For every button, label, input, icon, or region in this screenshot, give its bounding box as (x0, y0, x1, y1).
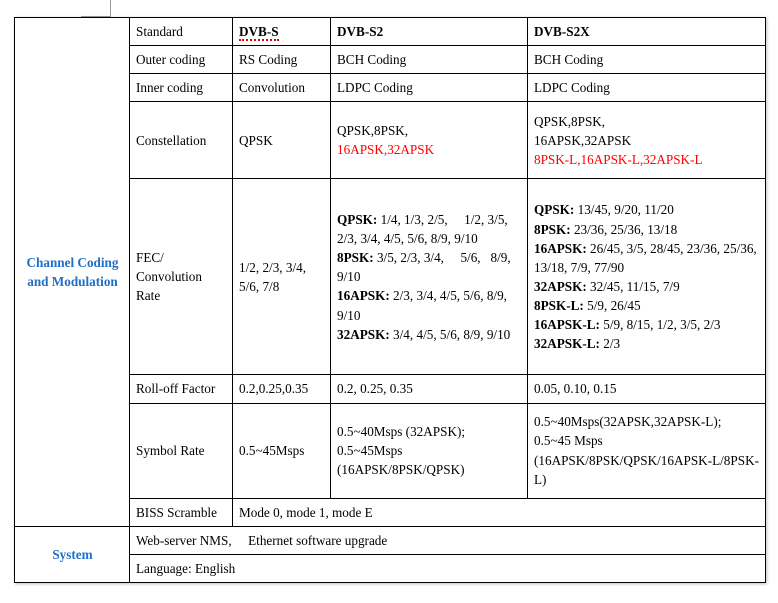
symbol-rate-dvbs2x-line-2: 0.5~45 Msps (534, 433, 603, 449)
cell-label-outer-coding: Outer coding (129, 45, 233, 75)
symbol-rate-dvbs2-line-3: (16APSK/8PSK/QPSK) (337, 462, 465, 478)
cell-outer-coding-dvbs2: BCH Coding (330, 45, 528, 75)
fec-dvbs2-rates-3: 2/3, 3/4, 4/5, 5/6, 8/9, 9/10 (337, 288, 507, 323)
fec-dvbs2-line-1: QPSK: 1/4, 1/3, 2/5, 1/2, 3/5, 2/3, 3/4,… (337, 210, 522, 248)
fec-dvbs2x-rates-7: 2/3 (603, 336, 621, 352)
constellation-dvbs2-line-2: 16APSK,32APSK (337, 142, 435, 158)
table-row-biss: BISS Scramble Mode 0, mode 1, mode E (15, 497, 766, 527)
fec-dvbs2x-rates-6: 5/9, 8/15, 1/2, 3/5, 2/3 (603, 317, 721, 333)
section-label-line-2: and Modulation (27, 273, 118, 289)
cell-label-symbol-rate: Symbol Rate (129, 402, 233, 499)
constellation-dvbs2x-line-3: 8PSK-L,16APSK-L,32APSK-L (534, 151, 703, 167)
table-row-system-language: Language: English (15, 553, 766, 583)
cell-label-biss: BISS Scramble (129, 497, 233, 527)
cell-inner-coding-dvbs: Convolution (232, 73, 331, 103)
cell-fec-rate-dvbs2x: QPSK: 13/45, 9/20, 11/20 8PSK: 23/36, 25/… (527, 178, 766, 376)
table-row-system-nms: System Web-server NMS, Ethernet software… (14, 525, 766, 583)
symbol-rate-dvbs2x-line-3: (16APSK/8PSK/QPSK/16APSK-L/8PSK-L) (534, 452, 759, 487)
table-row-standard: Channel Coding and Modulation Standard D… (14, 16, 766, 527)
cell-label-inner-coding: Inner coding (129, 73, 233, 103)
cell-outer-coding-dvbs: RS Coding (232, 45, 331, 75)
fec-dvbs2x-modulation-3: 16APSK: (534, 240, 591, 256)
table-row-symbol-rate: Symbol Rate 0.5~45Msps 0.5~40Msps (32APS… (15, 402, 766, 499)
section-label-channel-coding: Channel Coding and Modulation (14, 17, 130, 527)
column-header-dvbs2x: DVB-S2X (527, 16, 766, 47)
constellation-dvbs2x-line-2: 16APSK,32APSK (534, 132, 632, 148)
fec-dvbs2x-rates-3: 26/45, 3/5, 28/45, 23/36, 25/36, 13/18, … (534, 240, 757, 275)
cell-param-standard: Standard (129, 16, 233, 47)
section-label-line-1: Channel Coding (26, 254, 119, 270)
cell-outer-coding-dvbs2x: BCH Coding (527, 45, 766, 75)
fec-dvbs2x-line-1: QPSK: 13/45, 9/20, 11/20 (534, 200, 760, 219)
fec-dvbs2x-modulation-1: QPSK: (534, 202, 578, 218)
fec-dvbs2-modulation-4: 32APSK: (337, 326, 394, 342)
fec-dvbs2-modulation-1: QPSK: (337, 211, 381, 227)
specification-table: Channel Coding and Modulation Standard D… (14, 16, 766, 583)
fec-dvbs2x-modulation-6: 16APSK-L: (534, 317, 604, 333)
cell-symbol-rate-dvbs2: 0.5~40Msps (32APSK); 0.5~45Msps (16APSK/… (330, 402, 528, 499)
cell-inner-coding-dvbs2: LDPC Coding (330, 73, 528, 103)
column-header-dvbs: DVB-S (232, 16, 331, 47)
fec-dvbs2-rates-1: 1/4, 1/3, 2/5, 1/2, 3/5, 2/3, 3/4, 4/5, … (337, 211, 508, 247)
cell-label-roll-off: Roll-off Factor (129, 374, 233, 404)
cell-biss-value: Mode 0, mode 1, mode E (232, 497, 766, 527)
table-row-roll-off: Roll-off Factor 0.2,0.25,0.35 0.2, 0.25,… (15, 374, 766, 404)
fec-dvbs2x-line-3: 16APSK: 26/45, 3/5, 28/45, 23/36, 25/36,… (534, 239, 760, 277)
constellation-dvbs2-line-1: QPSK,8PSK, (337, 123, 409, 139)
cell-roll-off-dvbs2x: 0.05, 0.10, 0.15 (527, 374, 766, 404)
cell-constellation-dvbs: QPSK (232, 101, 331, 180)
cell-system-language: Language: English (129, 553, 766, 583)
fec-dvbs2x-line-6: 16APSK-L: 5/9, 8/15, 1/2, 3/5, 2/3 (534, 315, 760, 334)
column-header-dvbs2: DVB-S2 (330, 16, 528, 47)
spec-table-container: Channel Coding and Modulation Standard D… (14, 16, 766, 583)
fec-label-line-2: Convolution (136, 269, 202, 285)
fec-dvbs2x-modulation-7: 32APSK-L: (534, 336, 604, 352)
section-label-system: System (14, 525, 130, 583)
fec-dvbs2-line-3: 16APSK: 2/3, 3/4, 4/5, 5/6, 8/9, 9/10 (337, 286, 522, 324)
fec-dvbs2x-line-5: 8PSK-L: 5/9, 26/45 (534, 296, 760, 315)
symbol-rate-dvbs2-line-2: 0.5~45Msps (337, 442, 403, 458)
cell-roll-off-dvbs: 0.2,0.25,0.35 (232, 374, 331, 404)
cell-roll-off-dvbs2: 0.2, 0.25, 0.35 (330, 374, 528, 404)
symbol-rate-dvbs2x-line-1: 0.5~40Msps(32APSK,32APSK-L); (534, 414, 722, 430)
page-edge-artifact (81, 0, 111, 17)
cell-fec-rate-dvbs: 1/2, 2/3, 3/4, 5/6, 7/8 (232, 178, 331, 376)
cell-label-fec-rate: FEC/ Convolution Rate (129, 178, 233, 376)
column-header-dvbs-text: DVB-S (239, 24, 279, 41)
cell-label-constellation: Constellation (129, 101, 233, 180)
fec-dvbs2-modulation-2: 8PSK: (337, 250, 377, 266)
fec-dvbs2-modulation-3: 16APSK: (337, 288, 394, 304)
fec-label-line-1: FEC/ (136, 250, 164, 266)
cell-fec-rate-dvbs2: QPSK: 1/4, 1/3, 2/5, 1/2, 3/5, 2/3, 3/4,… (330, 178, 528, 376)
fec-dvbs2x-modulation-4: 32APSK: (534, 278, 591, 294)
fec-dvbs2x-line-4: 32APSK: 32/45, 11/15, 7/9 (534, 277, 760, 296)
fec-dvbs2x-line-2: 8PSK: 23/36, 25/36, 13/18 (534, 220, 760, 239)
fec-dvbs2-rates-2: 3/5, 2/3, 3/4, 5/6, 8/9, 9/10 (337, 250, 511, 285)
fec-label-line-3: Rate (136, 288, 161, 304)
table-row-fec-rate: FEC/ Convolution Rate 1/2, 2/3, 3/4, 5/6… (15, 178, 766, 376)
table-row-outer-coding: Outer coding RS Coding BCH Coding BCH Co… (15, 45, 766, 75)
cell-constellation-dvbs2x: QPSK,8PSK, 16APSK,32APSK 8PSK-L,16APSK-L… (527, 101, 766, 180)
cell-system-nms: Web-server NMS, Ethernet software upgrad… (129, 525, 766, 555)
fec-dvbs2-rates-4: 3/4, 4/5, 5/6, 8/9, 9/10 (393, 326, 511, 342)
fec-dvbs2x-rates-4: 32/45, 11/15, 7/9 (590, 278, 680, 294)
fec-dvbs2-line-2: 8PSK: 3/5, 2/3, 3/4, 5/6, 8/9, 9/10 (337, 248, 522, 286)
fec-dvbs2x-line-7: 32APSK-L: 2/3 (534, 334, 760, 353)
cell-symbol-rate-dvbs: 0.5~45Msps (232, 402, 331, 499)
fec-dvbs2-line-4: 32APSK: 3/4, 4/5, 5/6, 8/9, 9/10 (337, 325, 522, 344)
table-row-constellation: Constellation QPSK QPSK,8PSK, 16APSK,32A… (15, 101, 766, 180)
cell-symbol-rate-dvbs2x: 0.5~40Msps(32APSK,32APSK-L); 0.5~45 Msps… (527, 402, 766, 499)
fec-dvbs2x-modulation-2: 8PSK: (534, 221, 574, 237)
fec-dvbs2x-modulation-5: 8PSK-L: (534, 298, 588, 314)
fec-dvbs2x-rates-5: 5/9, 26/45 (587, 298, 641, 314)
cell-constellation-dvbs2: QPSK,8PSK, 16APSK,32APSK (330, 101, 528, 180)
table-row-inner-coding: Inner coding Convolution LDPC Coding LDP… (15, 73, 766, 103)
fec-dvbs2x-rates-2: 23/36, 25/36, 13/18 (573, 221, 678, 237)
constellation-dvbs2x-line-1: QPSK,8PSK, (534, 113, 606, 129)
cell-inner-coding-dvbs2x: LDPC Coding (527, 73, 766, 103)
symbol-rate-dvbs2-line-1: 0.5~40Msps (32APSK); (337, 423, 466, 439)
fec-dvbs2x-rates-1: 13/45, 9/20, 11/20 (577, 202, 674, 218)
